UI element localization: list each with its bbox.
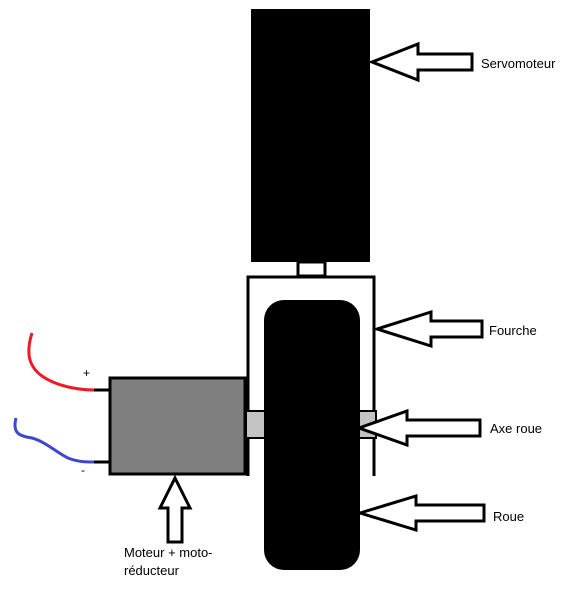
motor-gearbox xyxy=(108,376,247,476)
fork xyxy=(246,275,376,476)
arrow-moteur xyxy=(157,474,193,544)
wheel xyxy=(264,300,360,570)
arrow-roue xyxy=(354,493,486,533)
label-fourche: Fourche xyxy=(489,323,537,338)
sign-minus: - xyxy=(81,463,85,477)
arrow-servomoteur xyxy=(367,41,474,83)
label-axe-roue: Axe roue xyxy=(490,421,543,436)
servo-shaft xyxy=(296,260,327,278)
label-moteur-line2: réducteur xyxy=(124,563,179,578)
wire-negative xyxy=(13,417,95,464)
arrow-fourche xyxy=(372,309,484,349)
label-servomoteur: Servomoteur xyxy=(481,56,556,71)
servomotor-body xyxy=(251,9,370,262)
wire-positive xyxy=(27,332,95,392)
label-moteur-line1: Moteur + moto- xyxy=(124,545,213,560)
arrow-axe-roue xyxy=(354,408,482,448)
sign-plus: + xyxy=(83,366,91,380)
label-roue: Roue xyxy=(493,509,525,524)
